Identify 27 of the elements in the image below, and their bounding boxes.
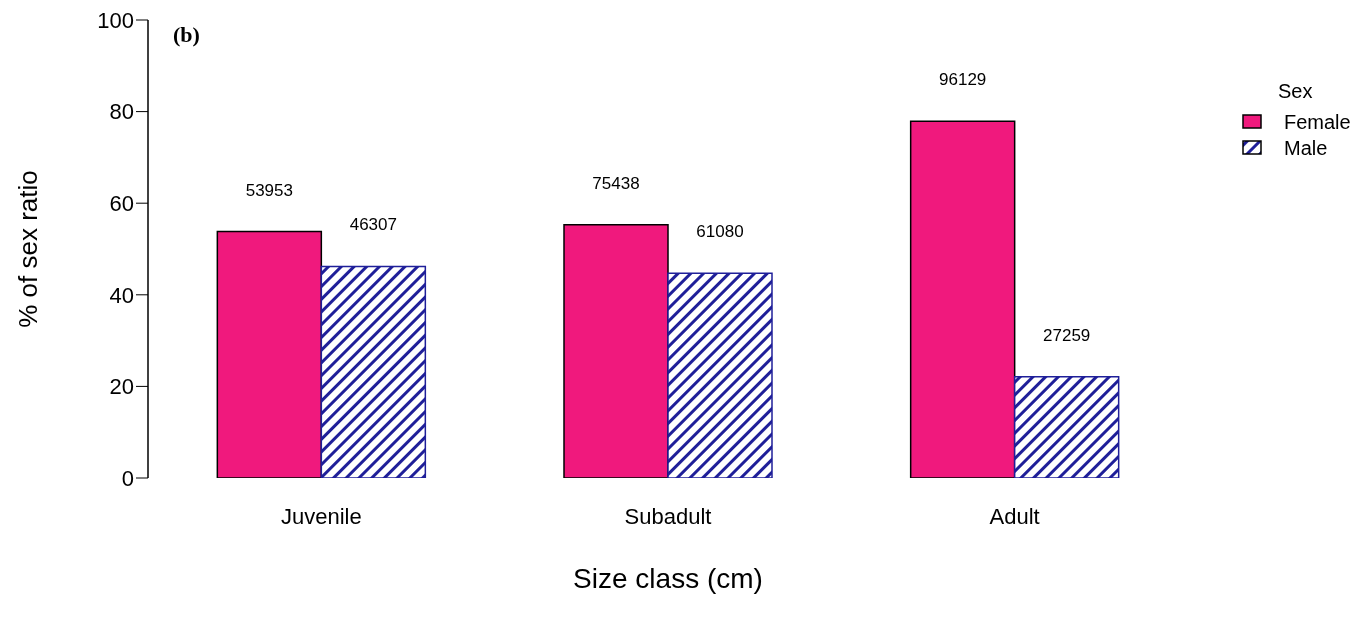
y-tick-label: 20 [109,374,134,400]
y-axis-title: % of sex ratio [13,170,44,328]
x-tick-label: Adult [989,503,1040,529]
legend-label: Male [1284,136,1328,160]
bar [563,223,669,478]
y-tick-label: 0 [121,465,134,491]
annotation: 53953 [245,180,293,200]
bar [216,230,323,478]
bar [1013,376,1120,478]
x-tick-label: Subadult [624,503,712,529]
x-axis-title: Size class (cm) [573,563,763,594]
annotation: (b) [173,22,200,48]
annotation: 46307 [349,215,397,235]
annotation: 61080 [696,222,744,242]
annotation: 75438 [592,173,640,193]
annotation: 27259 [1043,325,1091,345]
y-tick-label: 60 [109,191,134,217]
bar [909,120,1016,478]
annotation: 96129 [939,70,987,90]
legend-title: Sex [1278,80,1314,103]
y-tick-label: 80 [109,99,134,125]
legend-label: Female [1284,110,1351,134]
x-tick-label: Juvenile [280,503,362,529]
bar [320,265,427,478]
y-tick-label: 40 [109,282,134,308]
y-tick-label: 100 [97,7,134,33]
bar [667,272,773,478]
